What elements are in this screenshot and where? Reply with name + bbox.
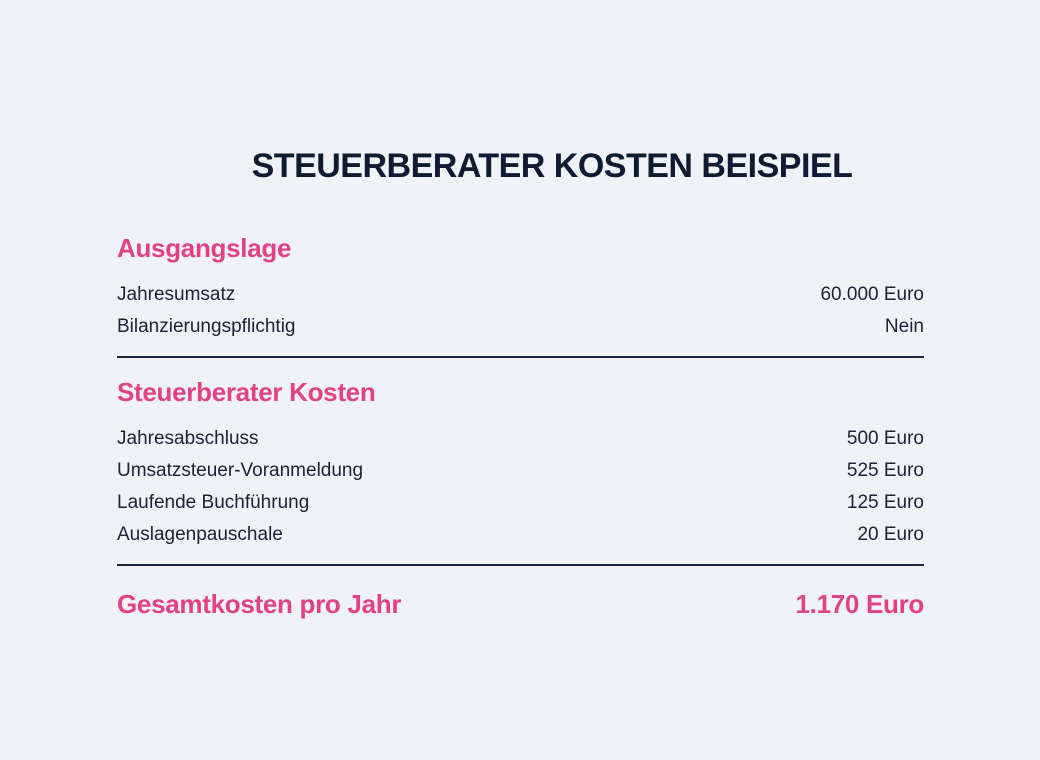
table-row: Auslagenpauschale 20 Euro bbox=[117, 519, 924, 551]
table-row: Jahresumsatz 60.000 Euro bbox=[117, 279, 924, 311]
table-row: Jahresabschluss 500 Euro bbox=[117, 423, 924, 455]
cost-table: Ausgangslage Jahresumsatz 60.000 Euro Bi… bbox=[117, 228, 924, 624]
section-steuerberater-kosten: Steuerberater Kosten Jahresabschluss 500… bbox=[117, 372, 924, 566]
page-title: STEUERBERATER KOSTEN BEISPIEL bbox=[251, 147, 853, 185]
table-row: Bilanzierungspflichtig Nein bbox=[117, 311, 924, 343]
row-value: 125 Euro bbox=[846, 492, 924, 513]
row-label: Jahresabschluss bbox=[117, 428, 259, 449]
row-label: Auslagenpauschale bbox=[117, 524, 283, 545]
row-label: Laufende Buchführung bbox=[117, 492, 310, 513]
row-value: 525 Euro bbox=[846, 460, 924, 481]
total-row: Gesamtkosten pro Jahr 1.170 Euro bbox=[117, 584, 924, 624]
divider bbox=[117, 356, 924, 358]
table-row: Laufende Buchführung 125 Euro bbox=[117, 487, 924, 519]
row-value: 20 Euro bbox=[857, 524, 924, 545]
section-rows-ausgangslage: Jahresumsatz 60.000 Euro Bilanzierungspf… bbox=[117, 279, 924, 343]
divider bbox=[117, 564, 924, 566]
row-label: Jahresumsatz bbox=[117, 284, 236, 305]
section-heading-steuerberater-kosten: Steuerberater Kosten bbox=[117, 377, 376, 407]
row-value: Nein bbox=[884, 316, 924, 337]
row-label: Bilanzierungspflichtig bbox=[117, 316, 296, 337]
total-label: Gesamtkosten pro Jahr bbox=[117, 588, 402, 619]
total-value: 1.170 Euro bbox=[795, 588, 924, 619]
row-value: 500 Euro bbox=[846, 428, 924, 449]
row-label: Umsatzsteuer-Voranmeldung bbox=[117, 460, 364, 481]
section-heading-ausgangslage: Ausgangslage bbox=[117, 233, 292, 263]
table-row: Umsatzsteuer-Voranmeldung 525 Euro bbox=[117, 455, 924, 487]
row-value: 60.000 Euro bbox=[820, 284, 924, 305]
section-rows-steuerberater-kosten: Jahresabschluss 500 Euro Umsatzsteuer-Vo… bbox=[117, 423, 924, 551]
